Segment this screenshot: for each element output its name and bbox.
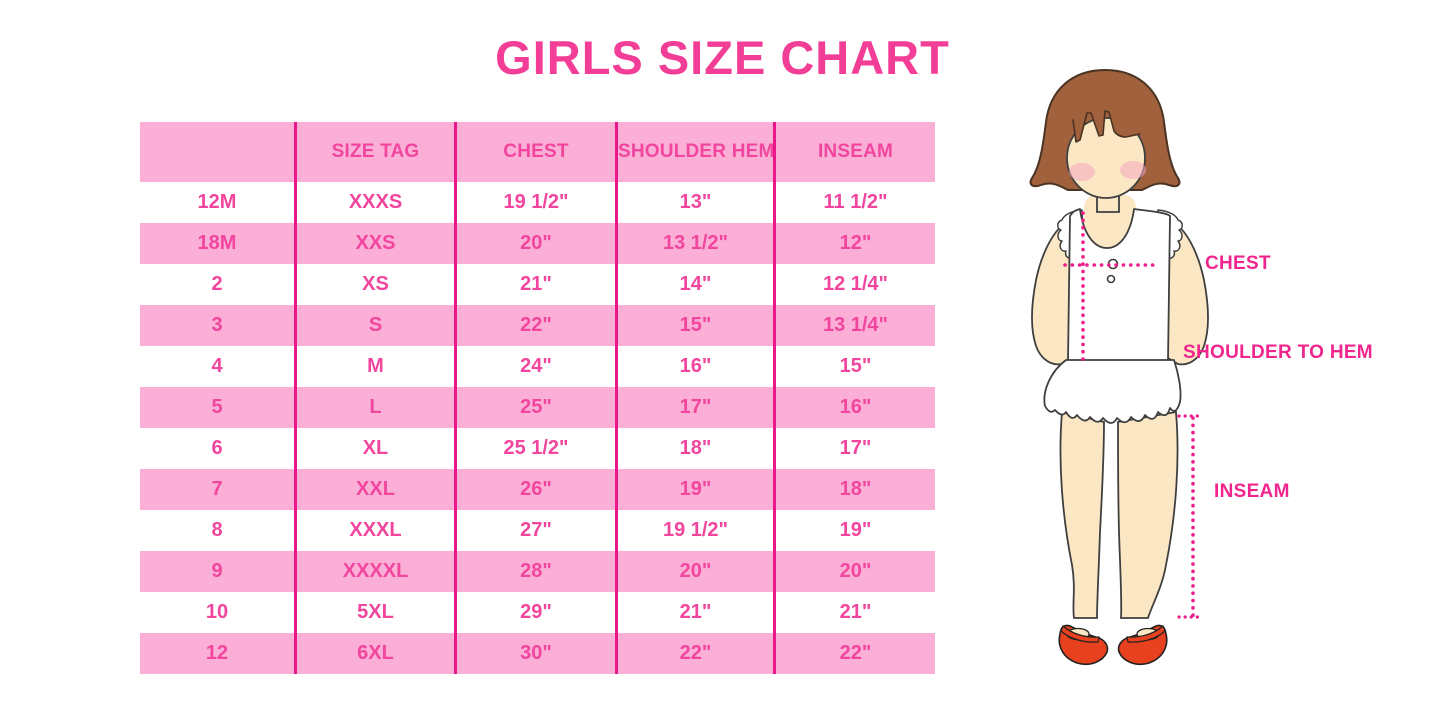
cell-chest: 30" [457,633,618,674]
cell-shoulder-hem: 19" [618,469,776,510]
cell-chest: 29" [457,592,618,633]
table-row: 12 6XL 30" 22" 22" [140,633,935,674]
cell-shoulder-hem: 15" [618,305,776,346]
table-row: 6 XL 25 1/2" 18" 17" [140,428,935,469]
cell-inseam: 15" [839,355,872,377]
cell-shoulder-hem: 21" [618,592,776,633]
cell-size: 10 [140,592,297,633]
cell-chest: 20" [457,223,618,264]
cell-size: 4 [140,346,297,387]
header-cell-blank [140,122,297,182]
cell-size: 5 [140,387,297,428]
cell-size: 2 [140,264,297,305]
cell-shoulder-hem: 22" [618,633,776,674]
cell-inseam: 16" [839,396,872,418]
girl-shoes [1058,624,1168,666]
header-cell-shoulder-hem: SHOULDER HEM [618,122,776,182]
table-row: 9 XXXXL 28" 20" 20" [140,551,935,592]
table-row: 4 M 24" 16" 15" [140,346,935,387]
cell-inseam: 22" [839,642,872,664]
table-row: 2 XS 21" 14" 12 1/4" [140,264,935,305]
cell-size-tag: 6XL [297,633,457,674]
cell-chest: 21" [457,264,618,305]
cell-chest: 22" [457,305,618,346]
cell-size-tag: S [297,305,457,346]
cell-size-tag: 5XL [297,592,457,633]
cell-shoulder-hem: 18" [618,428,776,469]
page-title: GIRLS SIZE CHART [495,31,950,84]
cell-size-tag: XXXS [297,182,457,223]
girl-top [1067,208,1171,363]
cell-size-tag: L [297,387,457,428]
table-row: 12M XXXS 19 1/2" 13" 11 1/2" [140,182,935,223]
cell-inseam: 21" [839,601,872,623]
girl-figure-illustration [1029,69,1210,666]
table-row: 18M XXS 20" 13 1/2" 12" [140,223,935,264]
cell-size: 18M [140,223,297,264]
table-row: 8 XXXL 27" 19 1/2" 19" [140,510,935,551]
cell-size-tag: XXXXL [297,551,457,592]
table-header-row: SIZE TAG CHEST SHOULDER HEM INSEAM [140,122,935,182]
shoulder-to-hem-label: SHOULDER TO HEM [1183,342,1373,363]
table-row: 3 S 22" 15" 13 1/4" [140,305,935,346]
cell-shoulder-hem: 17" [618,387,776,428]
cell-size: 7 [140,469,297,510]
size-table: SIZE TAG CHEST SHOULDER HEM INSEAM 12M X… [140,122,935,674]
cell-size-tag: XXS [297,223,457,264]
cell-shoulder-hem: 20" [618,551,776,592]
cell-inseam: 20" [839,560,872,582]
cell-size: 6 [140,428,297,469]
cell-chest: 27" [457,510,618,551]
cell-chest: 25" [457,387,618,428]
cell-inseam: 19" [839,519,872,541]
cell-size-tag: XXL [297,469,457,510]
table-row: 7 XXL 26" 19" 18" [140,469,935,510]
inseam-label: INSEAM [1214,481,1290,502]
cell-size-tag: XL [297,428,457,469]
cell-size-tag: XS [297,264,457,305]
girl-arms [1030,218,1210,366]
header-cell-size-tag: SIZE TAG [297,122,457,182]
cell-size-tag: XXXL [297,510,457,551]
cell-chest: 19 1/2" [457,182,618,223]
cell-size: 12M [140,182,297,223]
header-cell-inseam: INSEAM [817,141,894,162]
cell-shoulder-hem: 13 1/2" [618,223,776,264]
girl-top-buttons [1106,258,1119,284]
cell-size: 12 [140,633,297,674]
cell-size-tag: M [297,346,457,387]
cell-shoulder-hem: 14" [618,264,776,305]
cell-shoulder-hem: 19 1/2" [618,510,776,551]
cell-chest: 25 1/2" [457,428,618,469]
girl-skirt [1043,359,1182,424]
chest-label: CHEST [1205,253,1271,274]
cell-size: 3 [140,305,297,346]
cell-chest: 24" [457,346,618,387]
cell-shoulder-hem: 13" [618,182,776,223]
cell-inseam: 12" [839,232,872,254]
table-row: 5 L 25" 17" 16" [140,387,935,428]
cell-size: 8 [140,510,297,551]
cell-inseam: 12 1/4" [822,273,889,295]
cell-inseam: 18" [839,478,872,500]
girl-legs [1059,410,1179,619]
header-cell-chest: CHEST [457,122,618,182]
cell-inseam: 11 1/2" [823,191,888,213]
cell-inseam: 13 1/4" [822,314,889,336]
girl-bangs [1068,102,1142,142]
cell-chest: 26" [457,469,618,510]
cell-shoulder-hem: 16" [618,346,776,387]
measurement-guides [1063,211,1205,619]
table-row: 10 5XL 29" 21" 21" [140,592,935,633]
girl-bangs-edge [1072,110,1141,143]
cell-inseam: 17" [839,437,872,459]
cell-chest: 28" [457,551,618,592]
cell-size: 9 [140,551,297,592]
girl-blush-cheeks [1069,161,1146,181]
